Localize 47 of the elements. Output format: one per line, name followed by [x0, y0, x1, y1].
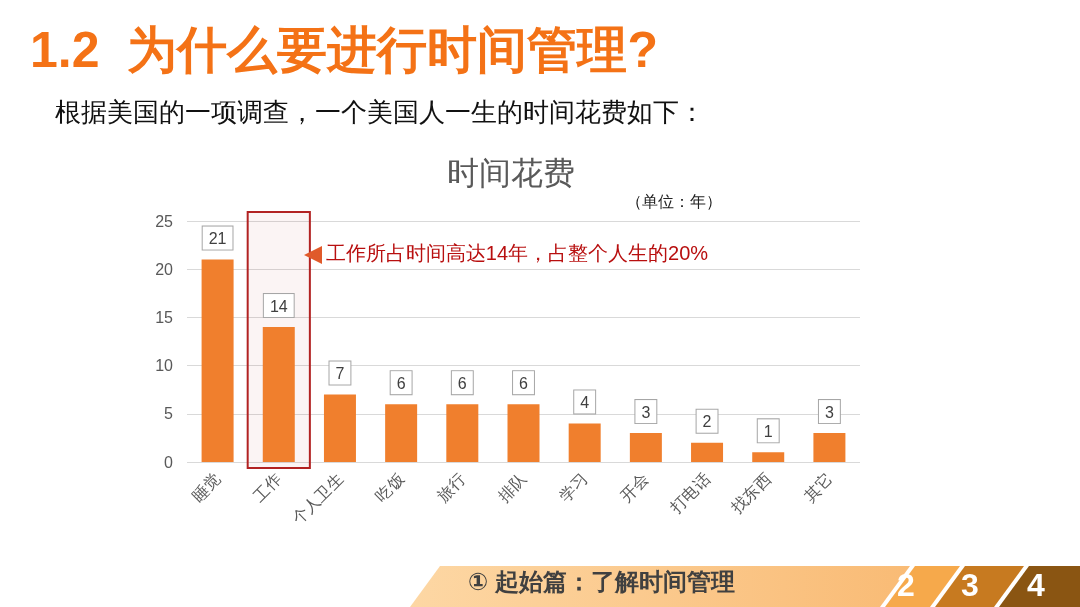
data-label: 4 [580, 393, 590, 411]
x-tick-label: 旅行 [433, 469, 469, 505]
data-label: 21 [208, 230, 227, 248]
bar [201, 259, 234, 462]
data-label: 3 [641, 403, 651, 421]
y-tick-label: 20 [155, 260, 174, 278]
chart-subtitle: 根据美国的一项调查，一个美国人一生的时间花费如下： [55, 96, 705, 129]
y-tick-label: 5 [164, 405, 174, 423]
data-label: 1 [763, 422, 773, 440]
x-tick-label: 个人卫生 [288, 469, 346, 528]
bar [813, 433, 846, 462]
chart-title: 时间花费 [447, 155, 575, 191]
x-tick-label: 打电话 [666, 469, 714, 517]
data-label: 7 [335, 365, 345, 383]
bar [385, 404, 418, 462]
x-tick-label: 吃饭 [372, 469, 408, 505]
x-tick-label: 工作 [250, 469, 285, 505]
data-label: 6 [396, 374, 406, 392]
data-label: 14 [269, 297, 288, 315]
band-label: 工作所占时间高达14年，占整个人生的20% [325, 242, 709, 264]
data-label: 6 [519, 374, 529, 392]
x-tick-label: 找东西 [727, 469, 775, 517]
x-tick-label: 开会 [617, 469, 652, 505]
text: （单位：年） [626, 192, 722, 212]
bar [323, 394, 356, 462]
y-tick-label: 25 [155, 212, 174, 230]
bar [262, 327, 295, 462]
data-label: 2 [702, 413, 712, 431]
text: ① 起始篇：了解时间管理 [468, 568, 735, 597]
bar [691, 442, 724, 462]
bar [568, 423, 601, 462]
text: 4 [1027, 566, 1045, 605]
y-tick-label: 15 [155, 308, 174, 326]
x-tick-label: 睡觉 [188, 469, 224, 505]
x-tick-label: 排队 [494, 469, 530, 505]
bar [629, 433, 662, 462]
y-tick-label: 0 [164, 453, 174, 471]
data-label: 6 [457, 374, 467, 392]
x-tick-label: 其它 [800, 469, 836, 505]
bar [507, 404, 540, 462]
bar [446, 404, 479, 462]
bar [752, 452, 785, 462]
text: 1.2 为什么要进行时间管理? [30, 21, 658, 80]
y-tick-label: 10 [155, 357, 174, 375]
text: 3 [961, 566, 979, 605]
x-tick-label: 学习 [556, 469, 591, 505]
data-label: 3 [824, 403, 834, 421]
